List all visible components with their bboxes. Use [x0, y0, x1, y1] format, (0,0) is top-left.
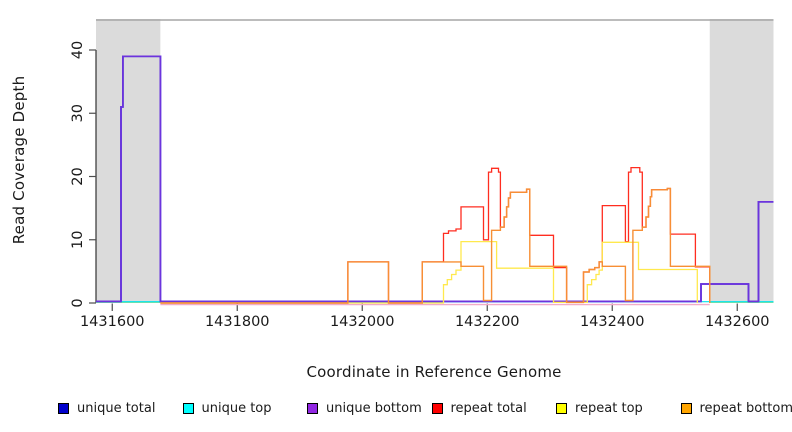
legend-swatch-icon: [307, 402, 318, 414]
legend-item-label: unique top: [201, 400, 272, 416]
series-unique-bottom: [96, 55, 774, 303]
legend-swatch-icon: [431, 402, 443, 414]
series-repeat-bottom: [160, 187, 711, 304]
x-tick-label: 1431800: [205, 314, 270, 330]
y-tick-label: 20: [70, 167, 86, 185]
legend-item-repeat-top: repeat top: [556, 399, 643, 417]
legend-item-label: repeat bottom: [699, 400, 792, 416]
legend-swatch-icon: [680, 402, 692, 414]
legend: unique total unique top unique bottom repea…: [0, 399, 792, 423]
series-repeat-top: [160, 240, 698, 304]
y-tick-label: 30: [70, 104, 86, 122]
y-tick-label: 0: [70, 298, 86, 307]
masked-region-0: [96, 19, 161, 303]
y-tick-label: 40: [70, 41, 86, 59]
legend-swatch-icon: [556, 402, 567, 414]
legend-swatch-icon: [58, 402, 69, 414]
series-repeat-total: [160, 166, 711, 304]
series-unique-total: [96, 55, 774, 303]
legend-item-repeat-total: repeat total: [431, 399, 527, 417]
x-tick-label: 1431600: [80, 314, 145, 330]
x-tick-label: 1432600: [705, 314, 770, 330]
x-tick-label: 1432200: [455, 314, 520, 330]
legend-item-label: repeat top: [575, 400, 643, 416]
x-axis-title: Coordinate in Reference Genome: [306, 363, 562, 381]
legend-item-label: repeat total: [450, 400, 527, 416]
legend-swatch-icon: [182, 402, 194, 414]
legend-item-unique-total: unique total: [58, 399, 155, 417]
x-tick-label: 1432000: [330, 314, 395, 330]
legend-item-label: unique total: [77, 400, 156, 416]
legend-item-unique-bottom: unique bottom: [307, 399, 422, 417]
masked-region-1: [709, 19, 774, 303]
legend-item-label: unique bottom: [326, 400, 422, 416]
y-tick-label: 10: [70, 231, 86, 249]
y-axis-title: Read Coverage Depth: [10, 75, 28, 245]
x-tick-label: 1432400: [580, 314, 645, 330]
legend-item-repeat-bottom: repeat bottom: [680, 399, 792, 417]
legend-item-unique-top: unique top: [182, 399, 272, 417]
